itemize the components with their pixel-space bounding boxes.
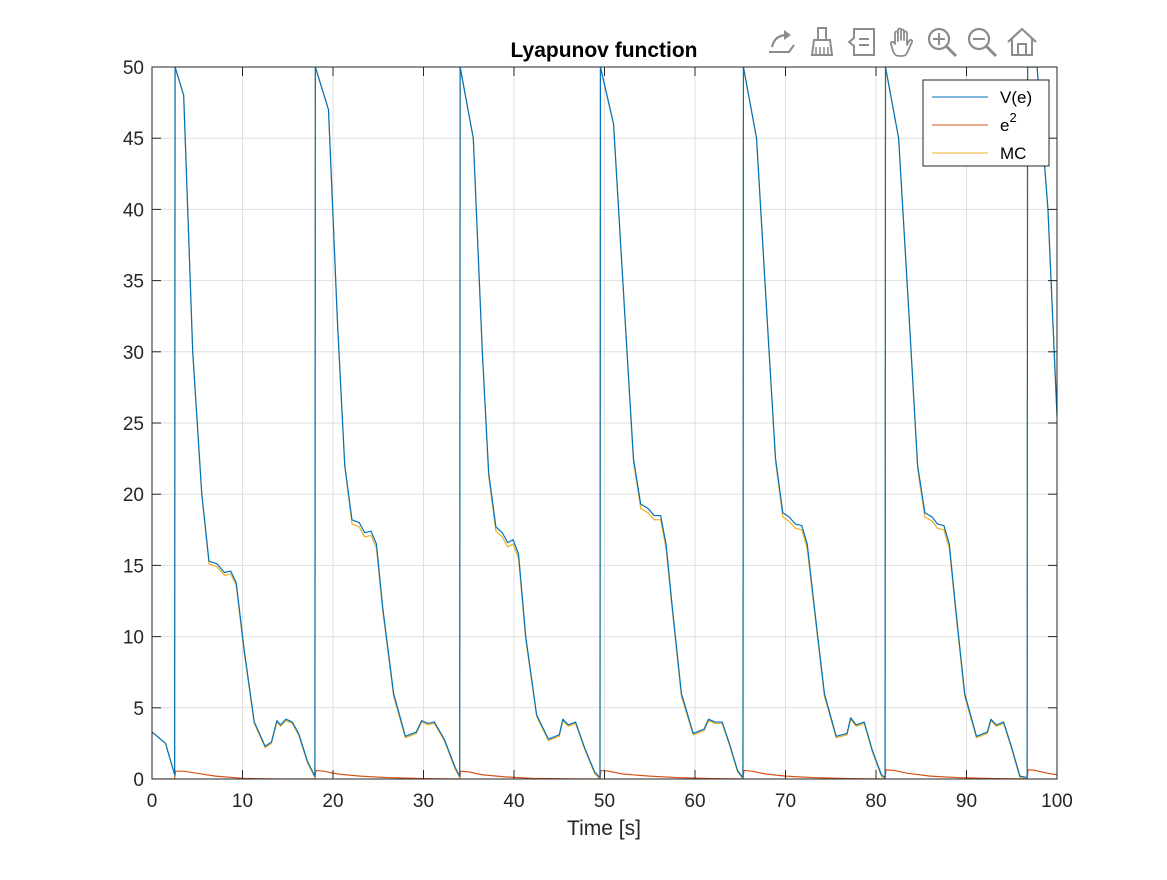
legend-label-e2-base: e xyxy=(1000,116,1009,135)
y-tick-label: 30 xyxy=(123,343,144,364)
x-tick-label: 90 xyxy=(956,791,977,812)
y-tick-label: 10 xyxy=(123,628,144,649)
x-tick-label: 80 xyxy=(865,791,886,812)
x-tick-label: 40 xyxy=(503,791,524,812)
pan-hand-icon xyxy=(889,27,914,57)
datatip-button[interactable] xyxy=(844,22,880,62)
x-tick-label: 50 xyxy=(594,791,615,812)
y-tick-label: 45 xyxy=(123,129,144,150)
zoom-in-button[interactable] xyxy=(924,22,960,62)
ticks xyxy=(151,66,1058,780)
x-axis-label: Time [s] xyxy=(567,817,641,840)
y-tick-label: 5 xyxy=(133,699,144,720)
x-tick-label: 20 xyxy=(322,791,343,812)
export-icon xyxy=(769,30,795,53)
home-button[interactable] xyxy=(1004,22,1040,62)
legend-label-mc: MC xyxy=(1000,144,1026,163)
x-tick-label: 10 xyxy=(232,791,253,812)
series-line-0 xyxy=(152,67,1057,779)
brush-icon xyxy=(810,27,834,56)
y-tick-label: 15 xyxy=(123,556,144,577)
y-tick-label: 25 xyxy=(123,414,144,435)
export-button[interactable] xyxy=(764,22,800,62)
zoom-in-icon xyxy=(927,27,958,58)
zoom-out-button[interactable] xyxy=(964,22,1000,62)
y-tick-label: 0 xyxy=(133,770,144,791)
y-tick-label: 40 xyxy=(123,200,144,221)
x-tick-label: 30 xyxy=(413,791,434,812)
y-tick-label: 50 xyxy=(123,58,144,79)
x-tick-label: 60 xyxy=(684,791,705,812)
chart-title: Lyapunov function xyxy=(510,39,697,62)
zoom-out-icon xyxy=(967,27,998,58)
legend-label-v: V(e) xyxy=(1000,88,1032,107)
tick-labels: 0 10 20 30 40 50 60 70 80 90 100 0 5 10 15 20 25 30 35 40 45… xyxy=(123,58,1073,812)
axes-toolbar xyxy=(764,22,1040,62)
home-icon xyxy=(1007,27,1037,56)
legend-label-e2-sup: 2 xyxy=(1009,110,1016,125)
grid xyxy=(152,67,1057,779)
y-tick-label: 20 xyxy=(123,485,144,506)
x-tick-label: 100 xyxy=(1041,791,1073,812)
brush-button[interactable] xyxy=(804,22,840,62)
pan-button[interactable] xyxy=(884,22,920,62)
legend[interactable]: V(e) e2 MC xyxy=(922,79,1050,167)
y-tick-label: 35 xyxy=(123,272,144,293)
legend-box xyxy=(922,79,1050,167)
datatip-icon xyxy=(847,28,875,56)
legend-label-e2: e2 xyxy=(1000,110,1017,135)
x-tick-label: 0 xyxy=(147,791,158,812)
x-tick-label: 70 xyxy=(775,791,796,812)
